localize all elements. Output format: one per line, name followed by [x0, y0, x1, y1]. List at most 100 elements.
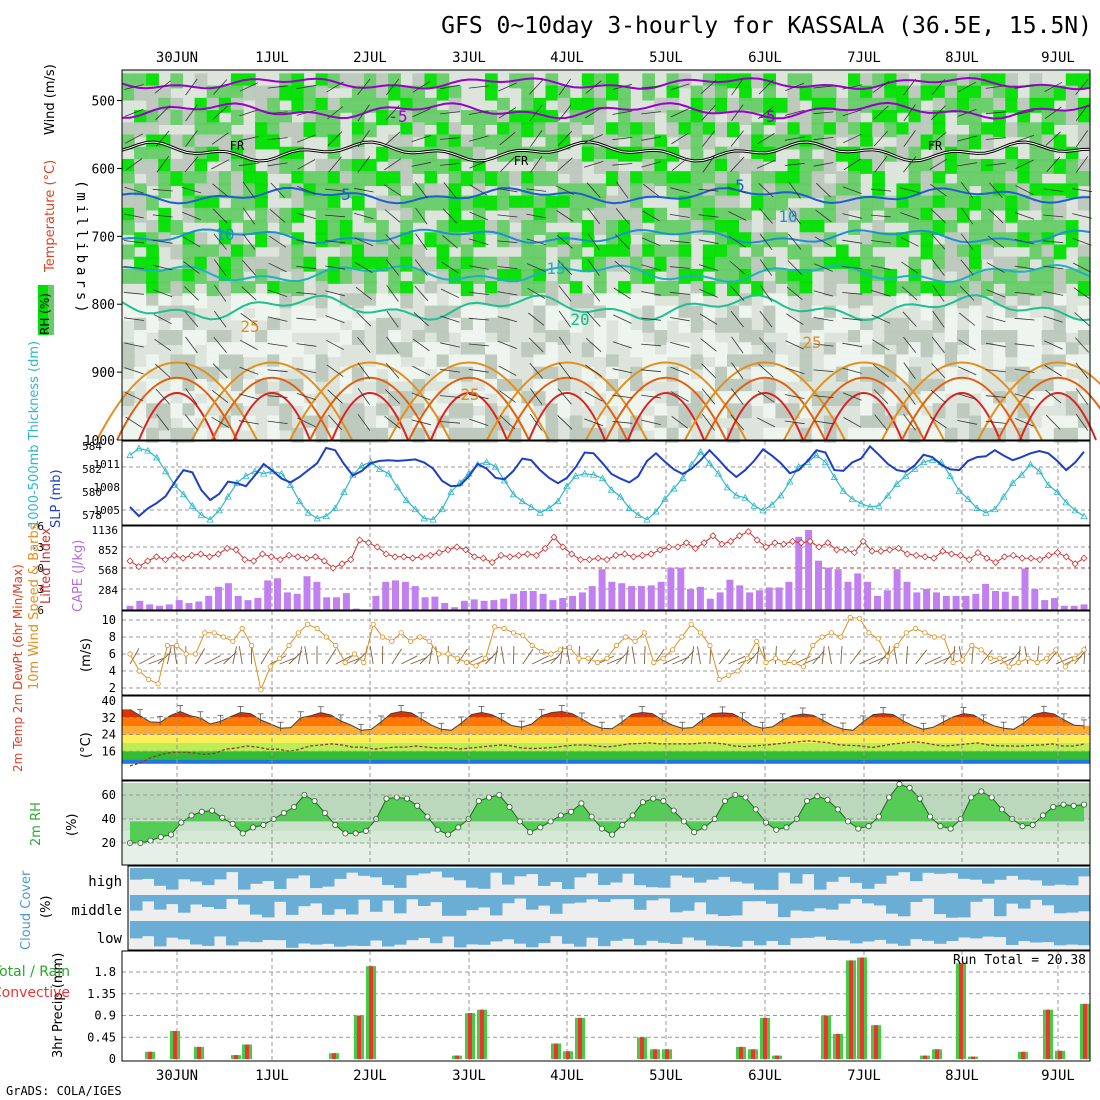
cloud-cover-bar — [790, 895, 803, 911]
wind-barb — [671, 132, 689, 145]
humidity-patch — [436, 110, 450, 125]
wind-barb — [558, 362, 572, 380]
lifted-index-tick: -6 — [31, 520, 44, 533]
humidity-patch — [920, 158, 934, 174]
thickness-marker — [215, 506, 223, 514]
thickness-marker — [607, 485, 616, 493]
cape-bar — [933, 592, 940, 610]
lifted-index-marker — [391, 553, 399, 561]
wind-barb — [239, 109, 259, 117]
wind-barb — [960, 181, 974, 199]
wind-speed-marker — [735, 668, 741, 674]
cloud-cover-bar — [946, 868, 959, 874]
cloud-cover-bar — [346, 921, 359, 946]
lifted-index-marker — [214, 550, 222, 558]
lifted-index-marker — [850, 549, 858, 557]
humidity-patch — [763, 281, 776, 297]
humidity-patch — [727, 378, 740, 394]
humidity-patch — [944, 158, 958, 174]
humidity-patch — [727, 122, 740, 138]
cape-bar — [519, 591, 527, 610]
humidity-patch — [158, 268, 171, 284]
humidity-patch — [291, 122, 305, 138]
humidity-patch — [860, 330, 873, 345]
date-label: 30JUN — [156, 50, 198, 66]
wind-speed-marker — [230, 638, 236, 644]
cape-bar — [628, 586, 636, 610]
humidity-patch — [860, 232, 873, 248]
humidity-patch — [714, 366, 728, 382]
precip-total-legend: Total / Rain — [0, 964, 70, 980]
wind-barb — [557, 130, 572, 147]
humidity-patch — [134, 415, 147, 431]
humidity-patch — [218, 244, 232, 260]
humidity-patch — [618, 85, 631, 101]
cloud-cover-bar — [166, 868, 179, 890]
lifted-index-marker — [373, 543, 381, 551]
wind-barb — [586, 182, 601, 198]
wind-barb — [905, 646, 909, 665]
surface-temperature-contour — [138, 392, 216, 441]
humidity-patch — [739, 158, 752, 174]
humidity-patch — [267, 97, 280, 113]
cape-bar — [569, 595, 577, 610]
wind-barb — [986, 262, 1005, 273]
humidity-patch — [727, 354, 740, 370]
cloud-cover-bar — [898, 921, 911, 946]
humidity-patch — [993, 195, 1006, 211]
rh-marker — [1060, 801, 1067, 808]
humidity-patch — [533, 281, 547, 297]
humidity-patch — [775, 134, 789, 150]
humidity-patch — [956, 330, 970, 345]
rh-marker — [342, 830, 349, 837]
lifted-index-marker — [126, 557, 134, 565]
humidity-patch — [763, 195, 776, 211]
humidity-patch — [581, 146, 595, 162]
humidity-patch — [279, 330, 292, 345]
wind-barb — [615, 234, 630, 250]
lifted-index-marker — [797, 539, 805, 547]
humidity-patch — [1017, 195, 1031, 211]
humidity-patch — [932, 305, 946, 321]
surface-temperature-contour — [116, 377, 238, 441]
humidity-patch — [702, 207, 716, 223]
contour-label: 5 — [735, 176, 745, 195]
cloud-cover-bar — [778, 868, 791, 873]
humidity-patch — [872, 122, 885, 138]
humidity-patch — [1017, 317, 1031, 333]
humidity-patch — [243, 330, 256, 345]
humidity-patch — [799, 268, 813, 284]
wind-barb — [527, 287, 546, 299]
date-label: 3JUL — [452, 1068, 486, 1084]
humidity-patch — [606, 305, 619, 321]
lifted-index-marker — [859, 537, 867, 545]
humidity-patch — [339, 268, 353, 284]
humidity-patch — [243, 220, 256, 235]
humidity-patch — [315, 73, 329, 89]
wind-barb — [877, 649, 891, 665]
wind-speed-marker — [520, 632, 526, 638]
humidity-patch — [690, 195, 704, 211]
wind-speed-marker — [1053, 647, 1059, 653]
cloud-cover-bar — [382, 868, 395, 885]
cape-bar — [156, 605, 163, 610]
cape-bar — [893, 569, 901, 610]
wind-barb — [181, 187, 202, 194]
humidity-patch — [581, 256, 595, 272]
humidity-patch — [472, 232, 486, 248]
cape-bar — [470, 599, 478, 610]
cloud-cover-bar — [454, 895, 467, 916]
humidity-patch — [364, 293, 377, 309]
humidity-patch — [146, 281, 159, 297]
humidity-patch — [1053, 85, 1067, 101]
cloud-cover-bar — [634, 921, 647, 946]
wind-barb — [223, 651, 237, 665]
humidity-patch — [206, 207, 220, 223]
cape-bar — [775, 587, 783, 610]
humidity-patch — [472, 146, 486, 162]
cloud-cover-bar — [478, 895, 491, 908]
humidity-patch — [424, 354, 438, 370]
wind-barb — [699, 313, 718, 325]
wind-barb — [499, 131, 516, 146]
